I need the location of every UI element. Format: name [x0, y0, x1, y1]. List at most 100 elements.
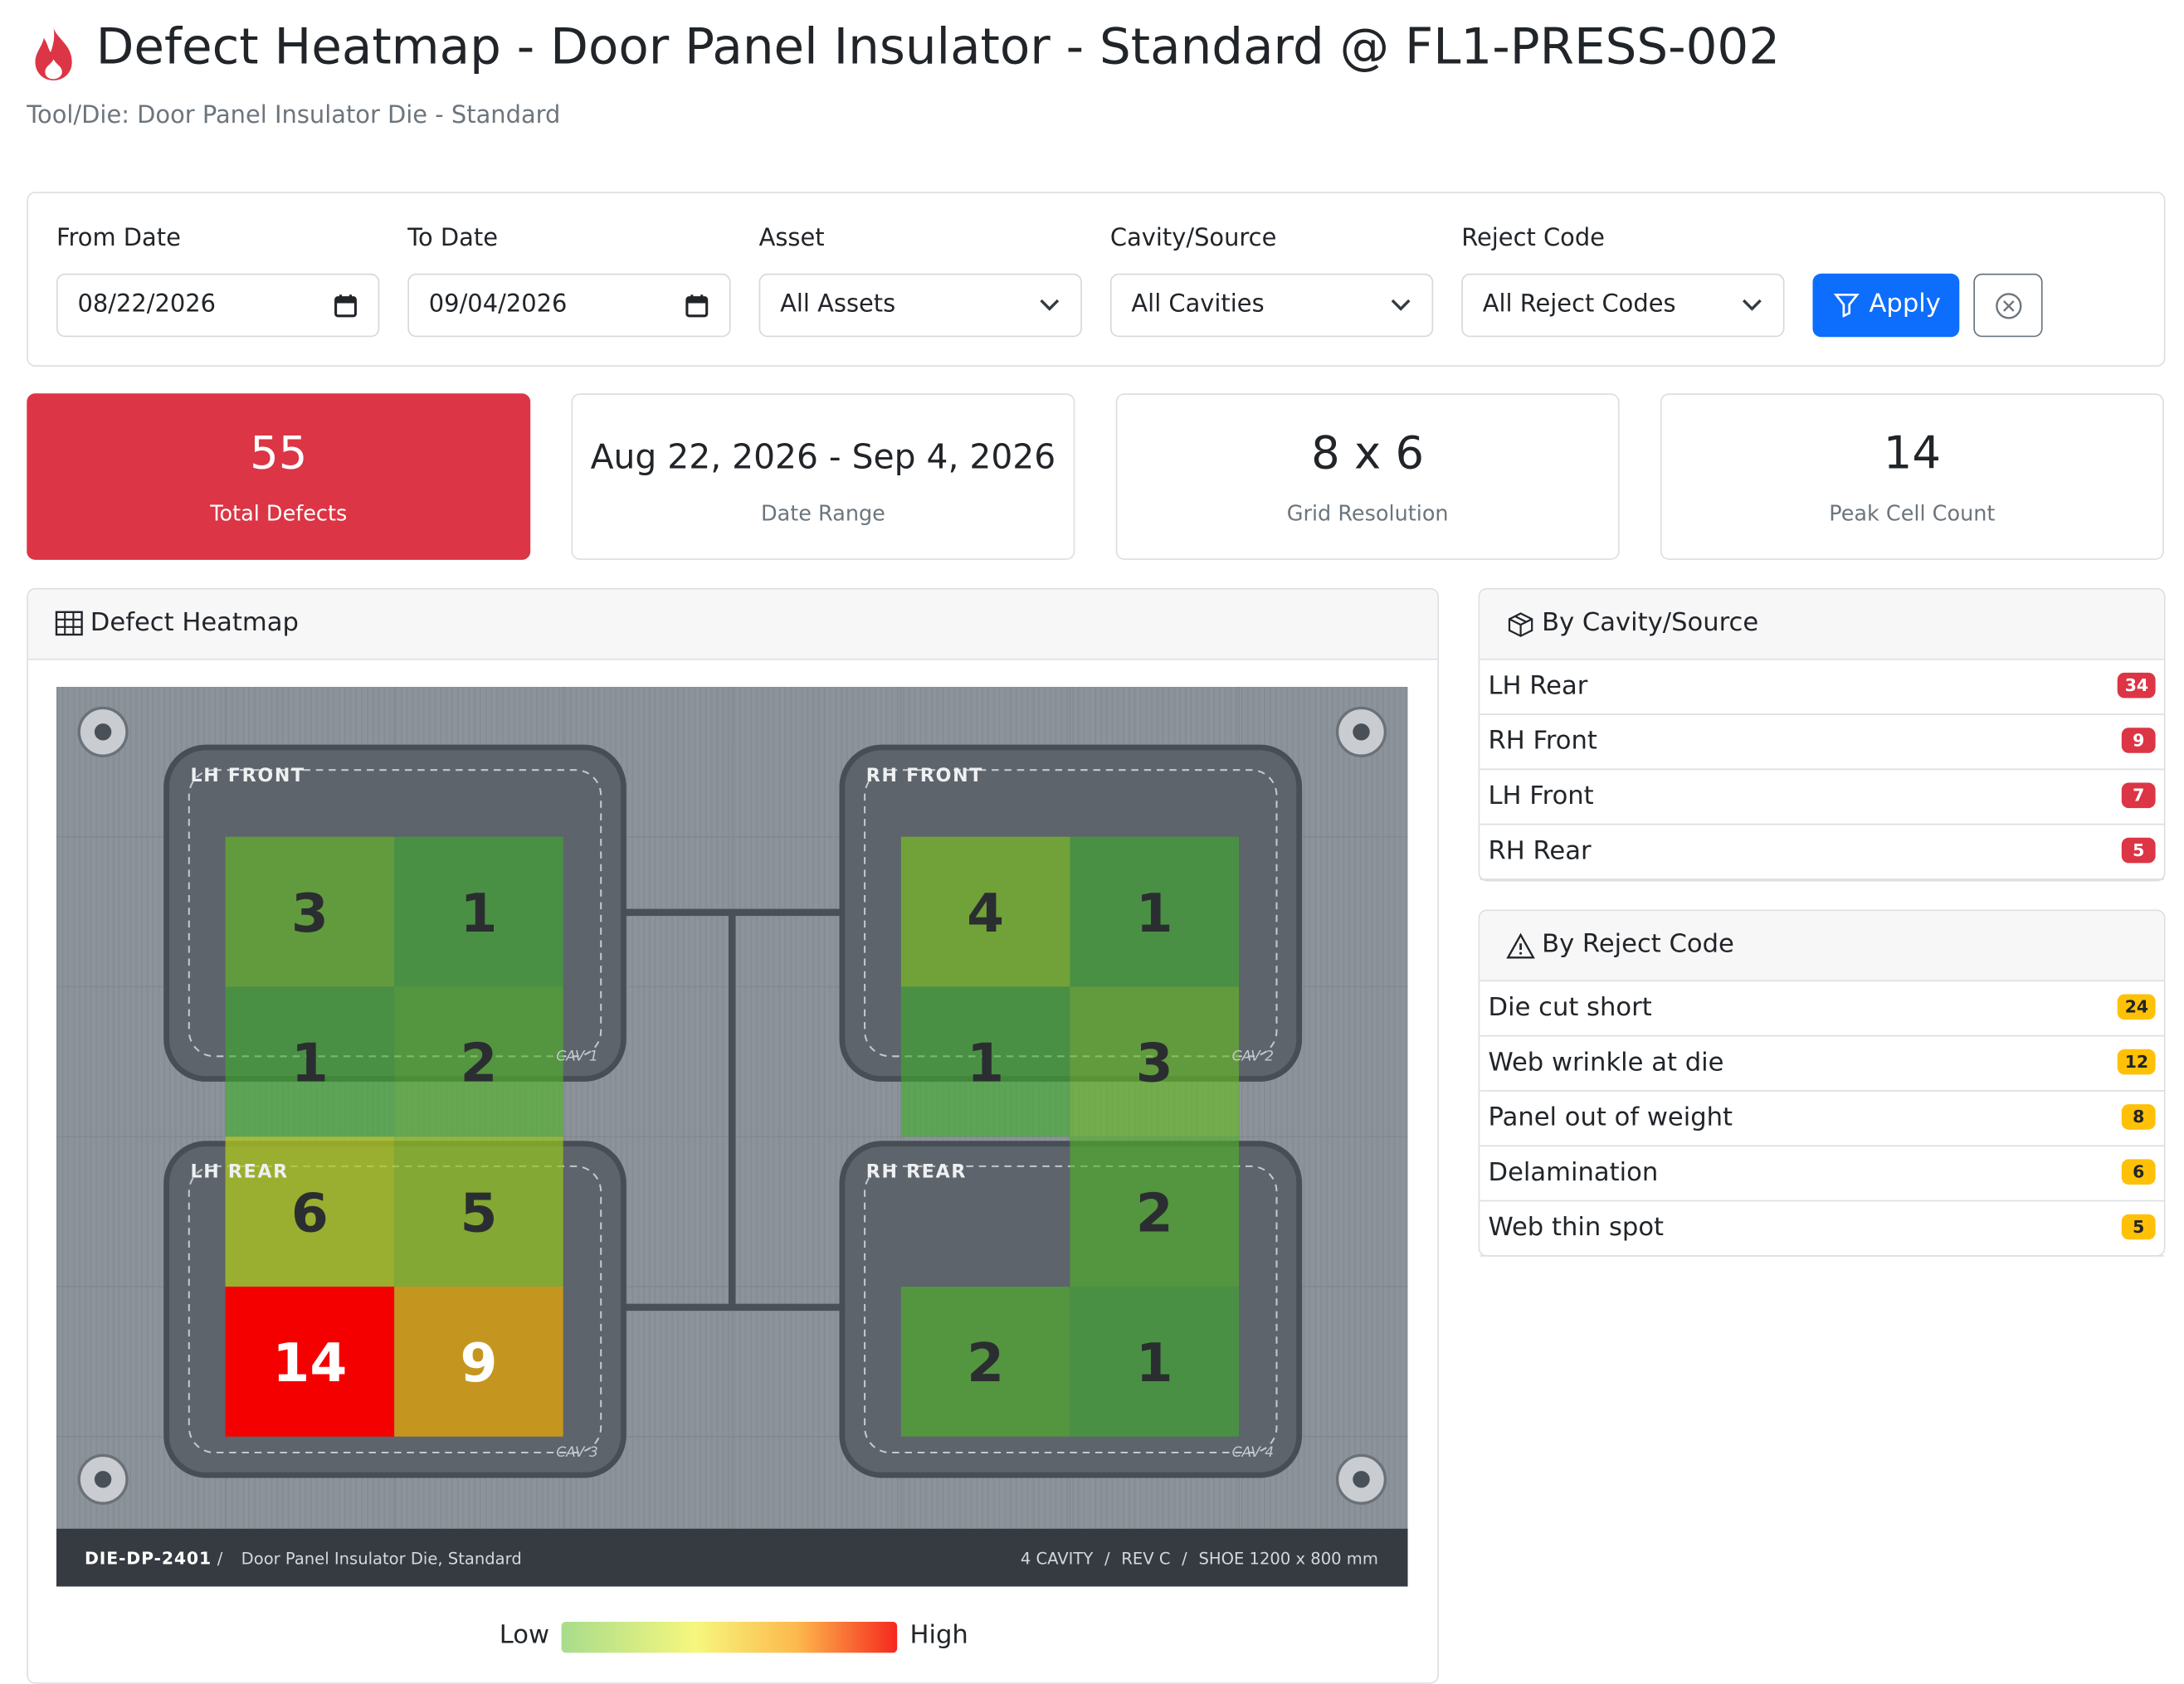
count-badge: 6 [2121, 1159, 2156, 1185]
list-item: Panel out of weight 8 [1480, 1090, 2164, 1147]
page-title: Defect Heatmap - Door Panel Insulator - … [95, 19, 1781, 76]
heat-cell [900, 836, 1070, 987]
plate-id: DIE-DP-2401 [85, 1548, 212, 1568]
list-item: LH Rear 34 [1480, 659, 2164, 715]
runner [623, 908, 842, 1312]
input-value: 09/04/2026 [428, 290, 568, 319]
from-date-input[interactable]: 08/22/2026 [56, 273, 380, 338]
bolt-center [94, 723, 112, 741]
chevron [1040, 299, 1060, 311]
stat-card: 55 Total Defects [27, 393, 531, 560]
filter-label: Cavity/Source [1109, 224, 1277, 253]
stat-value: 8 x 6 [1311, 426, 1425, 479]
stat-card: 8 x 6 Grid Resolution [1115, 393, 1620, 560]
button-label: Apply [1869, 289, 1941, 319]
cavity-select[interactable]: All Cavities [1109, 273, 1434, 338]
stat-card: Aug 22, 2026 - Sep 4, 2026 Date Range [571, 393, 1075, 560]
cell-count: 9 [460, 1332, 497, 1394]
stat-value: Aug 22, 2026 - Sep 4, 2026 [590, 437, 1056, 477]
heat-cell [225, 836, 395, 987]
reject-card: By Reject Code Die cut short 24 Web wrinkl… [1478, 909, 2166, 1257]
reject-code-select[interactable]: All Reject Codes [1461, 273, 1785, 338]
cavity-name: RH REAR [866, 1161, 967, 1183]
heat-cell [225, 986, 395, 1137]
item-name: Web wrinkle at die [1488, 1048, 1724, 1078]
heat-cell [225, 1136, 395, 1287]
cell-count: 2 [460, 1033, 497, 1095]
calendar-icon [685, 294, 709, 318]
cell-count: 1 [291, 1033, 329, 1095]
plate-spec: SHOE 1200 x 800 mm [1198, 1549, 1377, 1568]
count-badge: 5 [2121, 837, 2156, 864]
cavity-name: LH REAR [191, 1161, 289, 1183]
to-date-input[interactable]: 09/04/2026 [407, 273, 731, 338]
bolt-center [1353, 1471, 1370, 1488]
list-item: RH Front 9 [1480, 713, 2164, 771]
warning-icon [1506, 932, 1535, 959]
card-title: By Cavity/Source [1542, 607, 1759, 638]
stat-label: Date Range [760, 500, 885, 527]
stat-label: Peak Cell Count [1829, 500, 1996, 527]
cavity-tag: CAV 3 [556, 1444, 598, 1461]
item-name: Panel out of weight [1488, 1102, 1733, 1133]
asset-select[interactable]: All Assets [758, 273, 1082, 338]
item-name: RH Front [1488, 726, 1597, 757]
filter-label: From Date [56, 224, 181, 253]
cell-count: 6 [291, 1182, 329, 1244]
cell-count: 3 [291, 883, 329, 945]
chevron [1742, 299, 1762, 311]
stat-label: Total Defects [210, 500, 348, 527]
cell-count: 2 [967, 1332, 1004, 1394]
separator: / [1104, 1549, 1110, 1568]
count-badge: 24 [2118, 994, 2156, 1020]
cell-count: 4 [967, 883, 1004, 945]
heat-cell [900, 986, 1070, 1137]
clear-button[interactable] [1973, 273, 2043, 338]
apply-button[interactable]: Apply [1812, 273, 1960, 338]
list-item: LH Front 7 [1480, 769, 2164, 825]
list-item: Delamination 6 [1480, 1145, 2164, 1202]
stat-value: 55 [250, 426, 308, 479]
item-name: LH Rear [1488, 671, 1588, 701]
input-value: 08/22/2026 [77, 290, 217, 319]
count-badge: 12 [2118, 1049, 2156, 1075]
heat-cell [394, 1136, 563, 1287]
heat-cell [900, 1286, 1070, 1437]
bolt-center [1353, 723, 1370, 741]
clear-icon [1996, 293, 2022, 319]
list-item: Web wrinkle at die 12 [1480, 1035, 2164, 1092]
heat-cell [394, 986, 563, 1137]
separator: / [1182, 1549, 1187, 1568]
card-title: By Reject Code [1542, 929, 1734, 959]
filter-label: Asset [758, 224, 825, 253]
item-name: Die cut short [1488, 992, 1652, 1023]
card-header: Defect Heatmap [28, 589, 1438, 660]
bolt-center [94, 1471, 112, 1488]
fire-icon [35, 28, 72, 80]
cell-count: 1 [460, 883, 497, 945]
plate-footer [56, 1528, 1408, 1587]
select-value: All Assets [780, 290, 896, 319]
cavity-tag: CAV 2 [1232, 1048, 1275, 1064]
item-name: Web thin spot [1488, 1213, 1665, 1243]
count-badge: 34 [2118, 672, 2156, 698]
filter-card: From Date 08/22/2026 To Date 09/04/2026 … [27, 192, 2166, 367]
cell-count: 3 [1136, 1033, 1173, 1095]
stat-card: 14 Peak Cell Count [1660, 393, 2164, 560]
cavity-card: By Cavity/Source LH Rear 34 RH Front 9 LH Fr… [1478, 587, 2166, 882]
heat-cell [225, 1286, 395, 1437]
heat-cell [394, 836, 563, 987]
heat-cell [1070, 986, 1240, 1137]
cavity-tag: CAV 4 [1232, 1444, 1275, 1461]
filter-label: To Date [407, 224, 498, 253]
filter-label: Reject Code [1461, 224, 1605, 253]
heat-cell [1070, 1286, 1240, 1437]
cell-count: 14 [272, 1332, 347, 1394]
cell-count: 1 [1136, 1332, 1173, 1394]
cavity-name: LH FRONT [191, 765, 305, 786]
heat-cell [1070, 836, 1240, 987]
grid-icon [55, 611, 83, 636]
plate-description: Door Panel Insulator Die, Standard [241, 1549, 522, 1568]
heatmap-card: Defect Heatmap 3 1 4 1 1 2 1 3 6 5 2 14 9 2 1 LH FRONT C… [27, 587, 1439, 1684]
